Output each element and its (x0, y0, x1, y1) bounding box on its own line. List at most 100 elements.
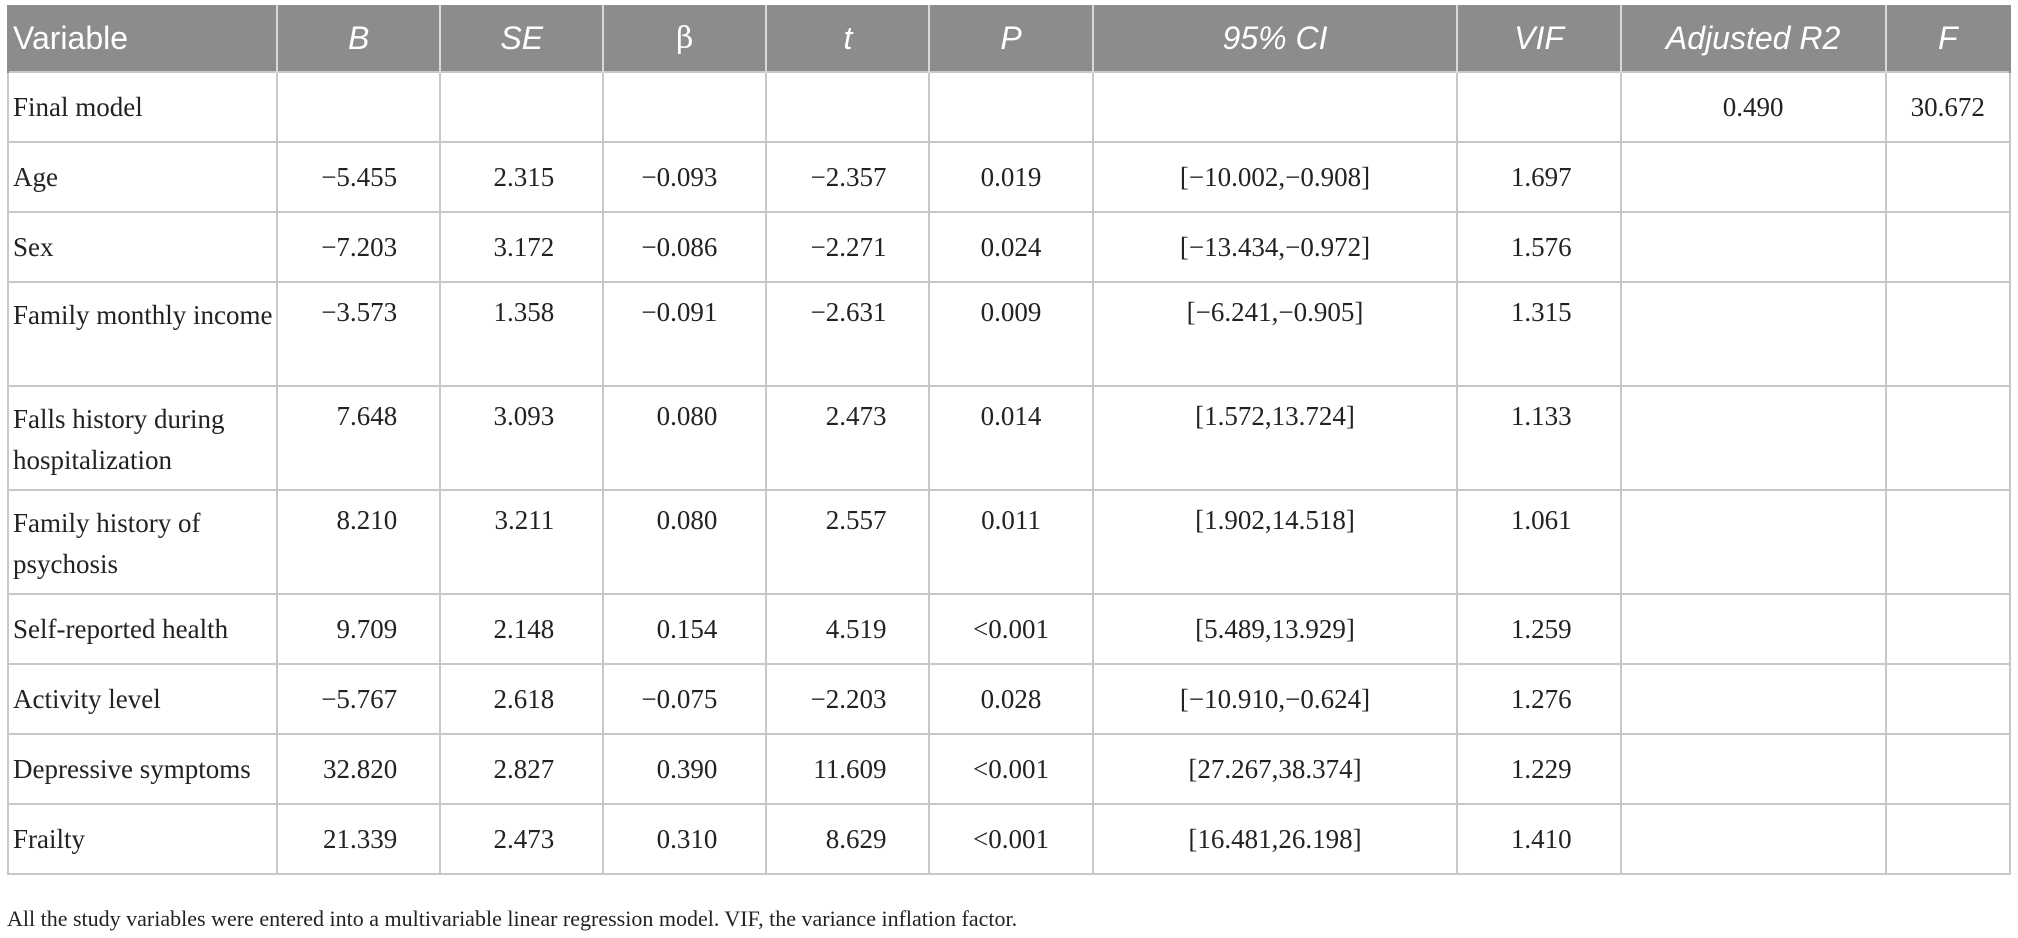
cell-vif: 1.229 (1456, 733, 1622, 805)
header-t: t (765, 5, 931, 72)
cell-adjusted-r2 (1619, 733, 1887, 805)
cell-ci: [−6.241,−0.905] (1091, 281, 1459, 387)
cell-variable: Depressive symptoms (6, 733, 279, 805)
cell-se: 2.618 (439, 663, 605, 735)
cell-beta: −0.093 (602, 141, 768, 213)
cell-p: 0.028 (928, 663, 1094, 735)
cell-ci: [27.267,38.374] (1091, 733, 1459, 805)
cell-f (1884, 593, 2012, 665)
cell-vif: 1.576 (1456, 211, 1622, 283)
regression-table-container: Variable B SE β t P 95% CI VIF Adjusted … (6, 5, 2012, 875)
table-row: Age −5.455 2.315 −0.093 −2.357 0.019 [−1… (6, 141, 2012, 213)
cell-se: 3.093 (439, 385, 605, 491)
header-ci: 95% CI (1091, 5, 1459, 72)
cell-vif: 1.315 (1456, 281, 1622, 387)
regression-table: Variable B SE β t P 95% CI VIF Adjusted … (6, 5, 2012, 875)
cell-t: −2.357 (765, 141, 931, 213)
cell-t: 11.609 (765, 733, 931, 805)
cell-beta: 0.154 (602, 593, 768, 665)
cell-adjusted-r2 (1619, 141, 1887, 213)
cell-f (1884, 211, 2012, 283)
cell-t: 2.557 (765, 489, 931, 595)
header-b: B (276, 5, 442, 72)
cell-vif (1456, 71, 1622, 143)
header-p: P (928, 5, 1094, 72)
table-row: Depressive symptoms 32.820 2.827 0.390 1… (6, 733, 2012, 805)
cell-t: −2.271 (765, 211, 931, 283)
cell-variable: Family history of psychosis (6, 489, 279, 595)
header-f: F (1884, 5, 2012, 72)
cell-beta: 0.310 (602, 803, 768, 875)
cell-adjusted-r2 (1619, 593, 1887, 665)
cell-p: <0.001 (928, 593, 1094, 665)
cell-vif: 1.410 (1456, 803, 1622, 875)
cell-beta: 0.080 (602, 489, 768, 595)
cell-variable: Frailty (6, 803, 279, 875)
cell-variable: Family monthly income (6, 281, 279, 387)
cell-vif: 1.697 (1456, 141, 1622, 213)
table-row: Sex −7.203 3.172 −0.086 −2.271 0.024 [−1… (6, 211, 2012, 283)
header-se: SE (439, 5, 605, 72)
table-row: Family history of psychosis 8.210 3.211 … (6, 489, 2012, 595)
cell-se: 2.148 (439, 593, 605, 665)
cell-variable: Falls history during hospitalization (6, 385, 279, 491)
cell-adjusted-r2 (1619, 803, 1887, 875)
cell-variable: Sex (6, 211, 279, 283)
cell-b: 9.709 (276, 593, 442, 665)
cell-beta: −0.091 (602, 281, 768, 387)
cell-ci: [1.902,14.518] (1091, 489, 1459, 595)
cell-p: 0.024 (928, 211, 1094, 283)
cell-b: 21.339 (276, 803, 442, 875)
cell-f (1884, 141, 2012, 213)
table-row: Self-reported health 9.709 2.148 0.154 4… (6, 593, 2012, 665)
cell-adjusted-r2 (1619, 489, 1887, 595)
cell-adjusted-r2 (1619, 211, 1887, 283)
cell-t (765, 71, 931, 143)
table-row: Activity level −5.767 2.618 −0.075 −2.20… (6, 663, 2012, 735)
cell-se: 3.172 (439, 211, 605, 283)
cell-ci (1091, 71, 1459, 143)
table-row: Falls history during hospitalization 7.6… (6, 385, 2012, 491)
cell-beta: 0.390 (602, 733, 768, 805)
cell-vif: 1.061 (1456, 489, 1622, 595)
cell-p: 0.019 (928, 141, 1094, 213)
cell-ci: [16.481,26.198] (1091, 803, 1459, 875)
cell-beta: 0.080 (602, 385, 768, 491)
cell-b: 8.210 (276, 489, 442, 595)
cell-t: 4.519 (765, 593, 931, 665)
cell-f (1884, 281, 2012, 387)
cell-beta (602, 71, 768, 143)
cell-p: 0.009 (928, 281, 1094, 387)
cell-p: <0.001 (928, 733, 1094, 805)
cell-b (276, 71, 442, 143)
cell-p: 0.014 (928, 385, 1094, 491)
cell-beta: −0.075 (602, 663, 768, 735)
cell-f (1884, 803, 2012, 875)
cell-ci: [−10.910,−0.624] (1091, 663, 1459, 735)
cell-se (439, 71, 605, 143)
cell-ci: [−10.002,−0.908] (1091, 141, 1459, 213)
table-footnote: All the study variables were entered int… (7, 906, 1018, 931)
cell-ci: [1.572,13.724] (1091, 385, 1459, 491)
cell-f (1884, 733, 2012, 805)
cell-vif: 1.259 (1456, 593, 1622, 665)
cell-beta: −0.086 (602, 211, 768, 283)
cell-se: 1.358 (439, 281, 605, 387)
cell-f (1884, 385, 2012, 491)
cell-p: 0.011 (928, 489, 1094, 595)
cell-variable: Final model (6, 71, 279, 143)
cell-f (1884, 663, 2012, 735)
table-row: Family monthly income −3.573 1.358 −0.09… (6, 281, 2012, 387)
cell-f: 30.672 (1884, 71, 2012, 143)
cell-t: 8.629 (765, 803, 931, 875)
cell-p: <0.001 (928, 803, 1094, 875)
cell-se: 2.827 (439, 733, 605, 805)
header-variable: Variable (6, 5, 279, 72)
cell-adjusted-r2: 0.490 (1619, 71, 1887, 143)
cell-vif: 1.276 (1456, 663, 1622, 735)
cell-vif: 1.133 (1456, 385, 1622, 491)
cell-variable: Age (6, 141, 279, 213)
cell-variable: Self-reported health (6, 593, 279, 665)
cell-b: −5.455 (276, 141, 442, 213)
header-beta: β (602, 5, 768, 72)
